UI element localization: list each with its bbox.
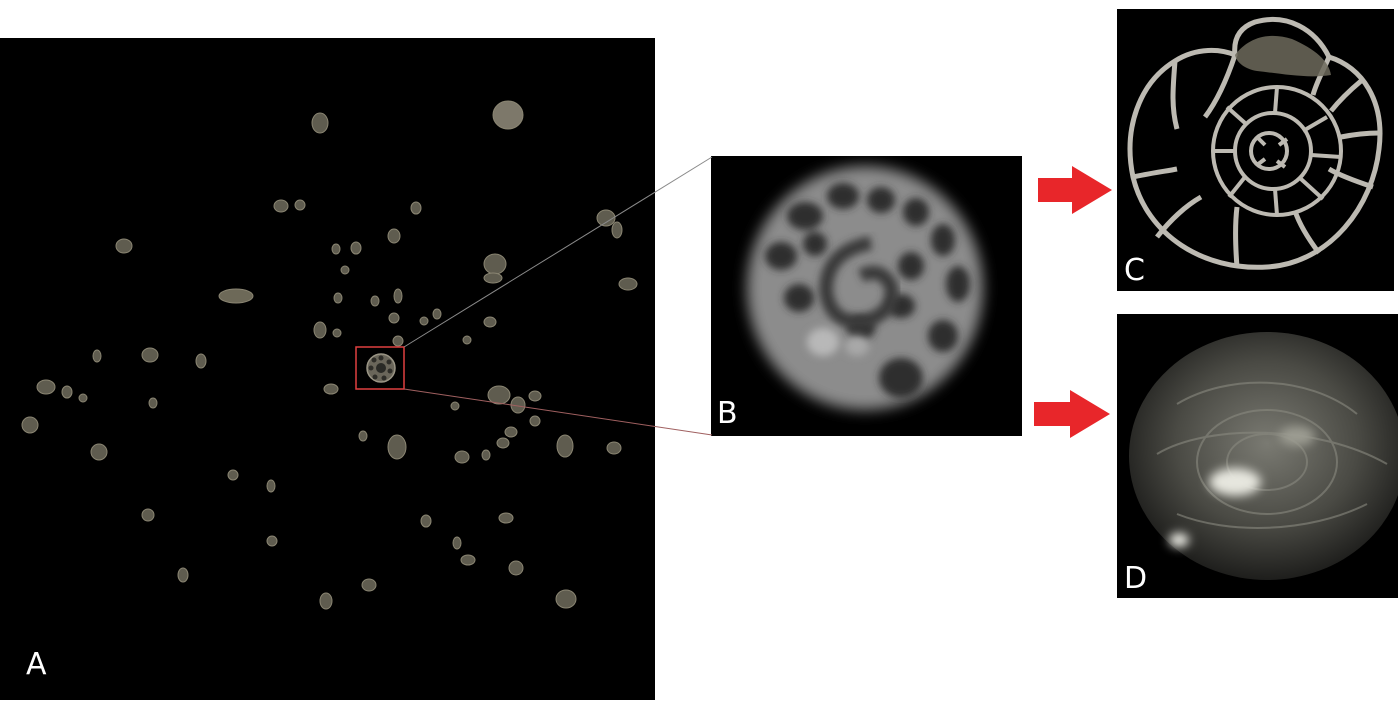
specimen: [141, 508, 155, 522]
specimen: [141, 347, 159, 363]
panel-label-d: D: [1124, 561, 1148, 596]
specimen: [313, 321, 327, 339]
specimen: [266, 479, 276, 493]
specimen: [340, 265, 350, 275]
specimen: [483, 316, 497, 328]
panel-label-b: B: [717, 396, 738, 431]
specimen: [508, 560, 524, 576]
specimen: [148, 397, 158, 409]
specimen: [528, 390, 542, 402]
specimen: [393, 288, 403, 304]
specimen: [392, 335, 404, 347]
shell-rendering: [1129, 332, 1398, 580]
specimen: [483, 253, 507, 275]
specimen: [90, 443, 108, 461]
specimen: [332, 328, 342, 338]
specimen: [492, 100, 524, 130]
specimen: [496, 437, 510, 449]
specimen: [387, 434, 407, 460]
specimen: [311, 112, 329, 134]
specimen: [454, 450, 470, 464]
specimen: [319, 592, 333, 610]
specimen: [452, 536, 462, 550]
specimen: [432, 308, 442, 320]
specimen: [462, 335, 472, 345]
specimen: [358, 430, 368, 442]
specimen: [266, 535, 278, 547]
specimen: [331, 243, 341, 255]
specimen: [388, 312, 400, 324]
specimen: [195, 353, 207, 369]
specimen: [510, 396, 526, 414]
specimen: [611, 221, 623, 239]
specimen: [92, 349, 102, 363]
specimen: [361, 578, 377, 592]
specimen: [370, 295, 380, 307]
specimen: [333, 292, 343, 304]
specimen: [218, 288, 254, 304]
specimen: [323, 383, 339, 395]
specimen: [606, 441, 622, 455]
specimen: [596, 209, 616, 227]
specimen: [78, 393, 88, 403]
specimen: [487, 385, 511, 405]
specimen: [294, 199, 306, 211]
specimen: [350, 241, 362, 255]
cross-section-panel: C: [1117, 9, 1394, 291]
specimen: [481, 449, 491, 461]
specimen: [410, 201, 422, 215]
arrow-right-icon: [1038, 166, 1112, 214]
zoom-panel: B: [711, 156, 1022, 436]
specimen: [504, 426, 518, 438]
specimen: [450, 401, 460, 411]
panel-label-a: A: [26, 647, 47, 682]
overview-panel: A: [0, 38, 655, 700]
specimen: [419, 316, 429, 326]
shell-cross-section: [1127, 17, 1383, 270]
zoomed-specimen: [747, 166, 983, 410]
specimen: [420, 514, 432, 528]
specimen: [387, 228, 401, 244]
specimen: [556, 434, 574, 458]
specimen: [115, 238, 133, 254]
specimen: [618, 277, 638, 291]
specimen: [36, 379, 56, 395]
specimen: [460, 554, 476, 566]
arrow-right-icon: [1034, 390, 1110, 438]
rendering-panel: D: [1117, 314, 1398, 598]
specimen-scatter: [21, 100, 638, 610]
selected-specimen: [366, 353, 396, 383]
panel-label-c: C: [1124, 253, 1145, 288]
specimen: [555, 589, 577, 609]
specimen: [498, 512, 514, 524]
specimen: [177, 567, 189, 583]
specimen: [483, 272, 503, 284]
specimen: [227, 469, 239, 481]
specimen: [21, 416, 39, 434]
specimen: [529, 415, 541, 427]
specimen: [61, 385, 73, 399]
specimen: [273, 199, 289, 213]
